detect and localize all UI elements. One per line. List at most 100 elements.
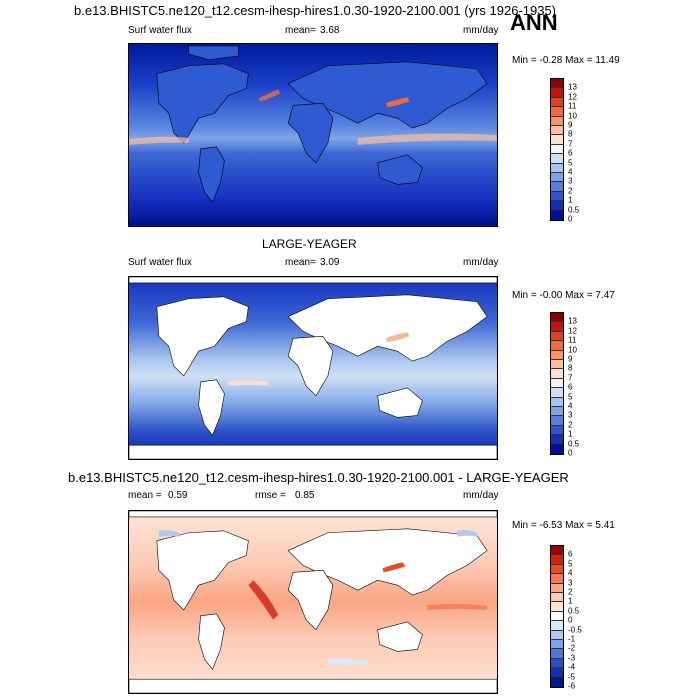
colorbar-segment — [551, 564, 563, 575]
colorbar-segment — [551, 574, 563, 584]
panel3-map — [128, 510, 498, 694]
colorbar-segment — [551, 125, 563, 136]
colorbar-tick-label: 1 — [568, 429, 573, 439]
colorbar-segment — [551, 331, 563, 342]
colorbar-tick-label: 11 — [568, 335, 577, 345]
panel2-mean-value: 3.09 — [320, 257, 340, 268]
colorbar-tick-label: 5 — [568, 559, 573, 569]
colorbar-tick-label: 1 — [568, 596, 573, 606]
colorbar-segment — [551, 350, 563, 360]
colorbar-tick-label: 8 — [568, 129, 573, 139]
colorbar-segment — [551, 611, 563, 622]
colorbar-segment — [551, 341, 563, 351]
panel2-variable: Surf water flux — [128, 257, 192, 268]
colorbar-tick-label: 5 — [568, 158, 573, 168]
colorbar-tick-label: 12 — [568, 326, 577, 336]
colorbar-tick-label: 2 — [568, 186, 573, 196]
colorbar-segment — [551, 555, 563, 565]
panel1-colorbar-labels: 13 12 11 10 9 8 7 6 5 4 3 2 1 0.5 0 — [568, 78, 608, 224]
colorbar-segment — [551, 388, 563, 398]
colorbar-tick-label: 2 — [568, 587, 573, 597]
panel1-mean-label: mean= — [285, 25, 316, 36]
colorbar-tick-label: -5 — [568, 672, 576, 682]
colorbar-segment — [551, 144, 563, 155]
colorbar-tick-label: 10 — [568, 111, 577, 121]
panel1-variable: Surf water flux — [128, 25, 192, 36]
panel3-rmse-value: 0.85 — [295, 490, 315, 501]
colorbar-segment — [551, 79, 563, 89]
colorbar-segment — [551, 416, 563, 426]
colorbar-tick-label: 0.5 — [568, 606, 580, 616]
panel2-colorbar-labels: 13 12 11 10 9 8 7 6 5 4 3 2 1 0.5 0 — [568, 312, 608, 458]
colorbar-tick-label: 4 — [568, 167, 573, 177]
colorbar-segment — [551, 658, 563, 669]
colorbar-segment — [551, 182, 563, 192]
colorbar-segment — [551, 649, 563, 659]
colorbar-tick-label: 13 — [568, 316, 577, 326]
colorbar-tick-label: 0.5 — [568, 205, 580, 215]
colorbar-segment — [551, 322, 563, 332]
colorbar-segment — [551, 88, 563, 98]
colorbar-tick-label: 3 — [568, 176, 573, 186]
colorbar-tick-label: 4 — [568, 568, 573, 578]
panel3-colorbar — [550, 545, 564, 688]
panel2-map — [128, 276, 498, 460]
colorbar-tick-label: 5 — [568, 392, 573, 402]
colorbar-tick-label: 9 — [568, 120, 573, 130]
panel1-map — [128, 43, 498, 227]
panel3-mean-value: 0.59 — [168, 490, 188, 501]
colorbar-tick-label: 10 — [568, 345, 577, 355]
colorbar-tick-label: -6 — [568, 681, 576, 691]
panel2-units: mm/day — [463, 257, 499, 268]
colorbar-segment — [551, 592, 563, 603]
colorbar-tick-label: 7 — [568, 373, 573, 383]
colorbar-segment — [551, 191, 563, 202]
colorbar-segment — [551, 406, 563, 417]
colorbar-tick-label: 4 — [568, 401, 573, 411]
colorbar-tick-label: 6 — [568, 148, 573, 158]
colorbar-tick-label: 9 — [568, 354, 573, 364]
panel2-title: LARGE-YEAGER — [262, 237, 357, 251]
colorbar-segment — [551, 602, 563, 612]
panel3-minmax: Min = -6.53 Max = 5.41 — [512, 520, 615, 531]
colorbar-tick-label: 6 — [568, 549, 573, 559]
panel1-minmax: Min = -0.28 Max = 11.49 — [512, 55, 620, 66]
colorbar-segment — [551, 359, 563, 370]
colorbar-segment — [551, 677, 563, 687]
colorbar-segment — [551, 435, 563, 445]
colorbar-segment — [551, 425, 563, 436]
panel2-minmax: Min = -0.00 Max = 7.47 — [512, 290, 615, 301]
colorbar-tick-label: 13 — [568, 82, 577, 92]
colorbar-tick-label: 12 — [568, 92, 577, 102]
panel1-units: mm/day — [463, 25, 499, 36]
colorbar-segment — [551, 135, 563, 145]
figure-title: b.e13.BHISTC5.ne120_t12.cesm-ihesp-hires… — [74, 3, 557, 18]
colorbar-segment — [551, 583, 563, 593]
colorbar-segment — [551, 639, 563, 650]
colorbar-segment — [551, 378, 563, 389]
colorbar-tick-label: 2 — [568, 420, 573, 430]
panel3-rmse-label: rmse = — [255, 490, 286, 501]
colorbar-tick-label: 6 — [568, 382, 573, 392]
colorbar-segment — [551, 163, 563, 173]
colorbar-tick-label: -3 — [568, 653, 576, 663]
colorbar-tick-label: -0.5 — [568, 625, 582, 635]
colorbar-tick-label: -4 — [568, 662, 576, 672]
colorbar-segment — [551, 154, 563, 164]
panel3-colorbar-labels: 6 5 4 3 2 1 0.5 0 -0.5 -1 -2 -3 -4 -5 -6 — [568, 545, 608, 691]
panel2-mean-label: mean= — [285, 257, 316, 268]
panel3-mean-label: mean = — [128, 490, 162, 501]
colorbar-segment — [551, 621, 563, 631]
colorbar-tick-label: 7 — [568, 139, 573, 149]
colorbar-segment — [551, 444, 563, 454]
colorbar-tick-label: 0 — [568, 214, 573, 224]
colorbar-segment — [551, 116, 563, 126]
panel3-title: b.e13.BHISTC5.ne120_t12.cesm-ihesp-hires… — [68, 470, 569, 485]
colorbar-segment — [551, 97, 563, 108]
colorbar-segment — [551, 201, 563, 211]
colorbar-segment — [551, 630, 563, 640]
colorbar-segment — [551, 369, 563, 379]
colorbar-tick-label: -2 — [568, 643, 576, 653]
colorbar-tick-label: 0 — [568, 615, 573, 625]
colorbar-segment — [551, 397, 563, 407]
